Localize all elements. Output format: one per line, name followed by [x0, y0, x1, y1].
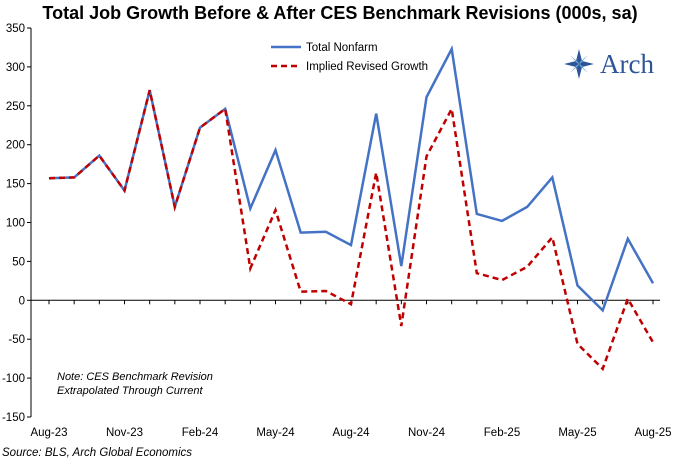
x-tick-label: May-24	[256, 427, 295, 439]
y-tick-label: 300	[6, 62, 25, 74]
y-tick-label: 100	[6, 218, 25, 230]
y-axis: 350 300 250 200 150 100 50 0 -50 -100 -150	[2, 23, 31, 424]
x-tick-label: Aug-23	[30, 427, 67, 439]
source-text: Source: BLS, Arch Global Economics	[2, 447, 192, 459]
arch-logo: Arch	[564, 49, 654, 79]
series-layer	[48, 45, 655, 372]
series-line-total-nonfarm	[48, 45, 655, 313]
x-tick-label: Aug-24	[332, 427, 370, 439]
y-tick-label: 250	[6, 101, 25, 113]
legend: Total Nonfarm Implied Revised Growth	[271, 42, 428, 73]
y-tick-label: 50	[12, 256, 25, 268]
y-tick-label: 200	[6, 140, 25, 152]
y-tick-label: 0	[19, 295, 25, 307]
y-tick-label: 150	[6, 179, 25, 191]
x-tick-label: Feb-24	[182, 427, 219, 439]
y-tick-label: -100	[2, 373, 25, 385]
x-tick-label: Nov-23	[106, 427, 143, 439]
y-tick-label: 350	[6, 23, 25, 35]
series-line-implied-revised-growth	[48, 89, 655, 372]
x-tick-label: Nov-24	[408, 427, 446, 439]
legend-label-implied-revised-growth: Implied Revised Growth	[306, 61, 428, 73]
note-line-1: Note: CES Benchmark Revision	[57, 371, 213, 383]
y-tick-label: -150	[2, 412, 25, 424]
arch-star-icon	[564, 49, 594, 79]
note-line-2: Extrapolated Through Current	[57, 385, 203, 397]
legend-label-total-nonfarm: Total Nonfarm	[306, 42, 378, 54]
note: Note: CES Benchmark Revision Extrapolate…	[57, 371, 213, 397]
x-tick-label: May-25	[558, 427, 596, 439]
chart-title: Total Job Growth Before & After CES Benc…	[42, 3, 637, 23]
logo-text: Arch	[600, 49, 654, 79]
x-tick-label: Feb-25	[484, 427, 520, 439]
x-axis: Aug-23 Nov-23 Feb-24 May-24 Aug-24 Nov-24 Feb-…	[30, 300, 672, 439]
y-tick-label: -50	[8, 334, 25, 346]
x-tick-label: Aug-25	[634, 427, 671, 439]
